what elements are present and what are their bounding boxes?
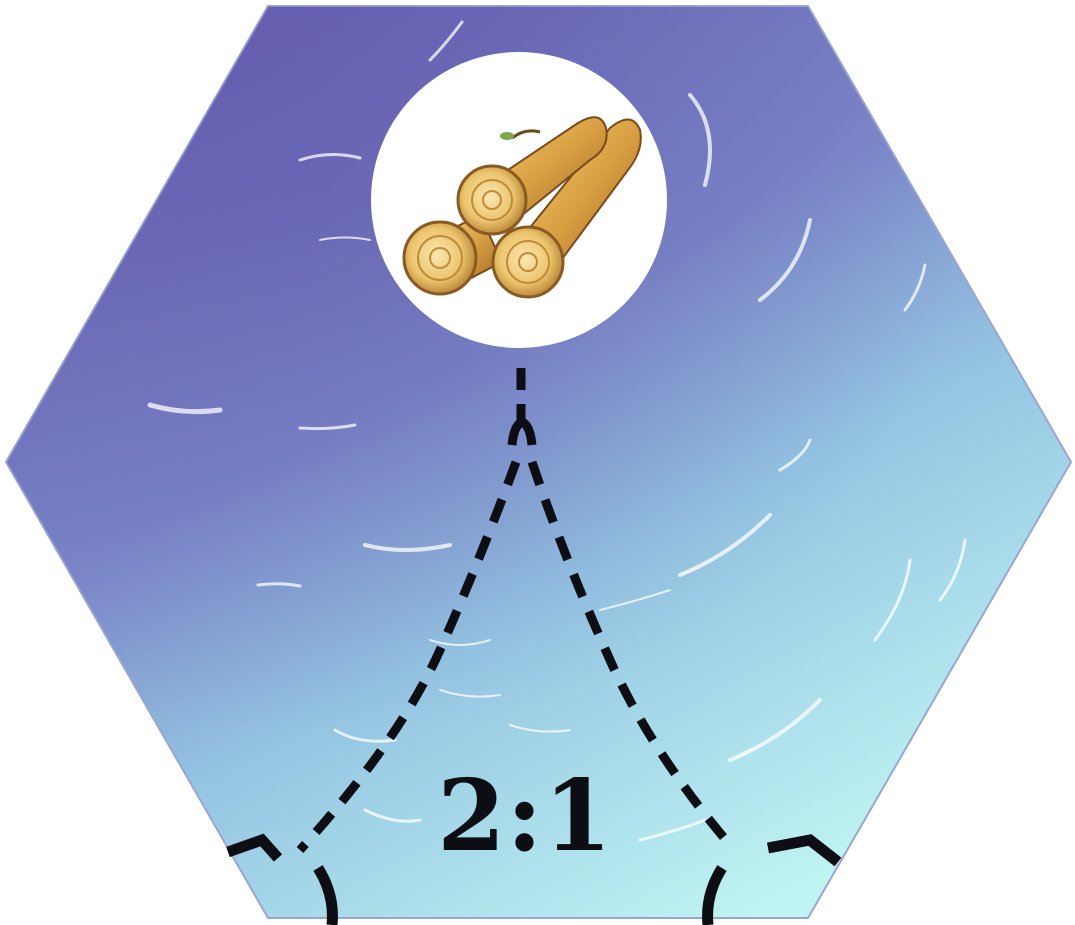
left-bracket-top xyxy=(226,833,283,862)
harbor-dashed-lines xyxy=(296,368,734,854)
dashed-fork-cap xyxy=(507,417,537,446)
right-bracket-top xyxy=(766,834,842,867)
dashed-right-branch xyxy=(527,460,734,848)
lumber-logs-icon xyxy=(402,116,642,299)
dashed-left-branch xyxy=(296,460,521,854)
trade-ratio-label: 2:1 xyxy=(437,759,613,874)
corner-brackets xyxy=(226,833,842,925)
wave-strokes xyxy=(147,20,967,842)
right-bracket-bottom xyxy=(702,865,727,925)
left-bracket-bottom xyxy=(313,865,338,925)
